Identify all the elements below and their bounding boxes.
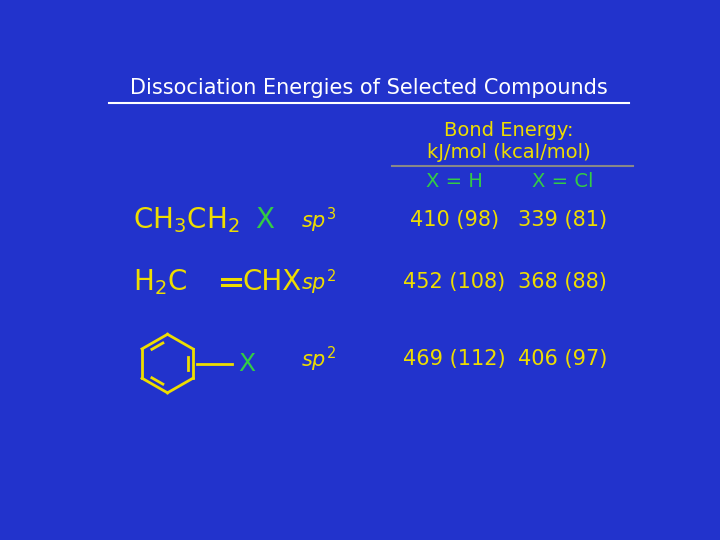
- Text: 469 (112): 469 (112): [403, 349, 505, 369]
- Text: 410 (98): 410 (98): [410, 211, 499, 231]
- Text: X = Cl: X = Cl: [532, 172, 593, 191]
- Text: 452 (108): 452 (108): [403, 272, 505, 292]
- Text: $sp^2$: $sp^2$: [301, 345, 336, 374]
- Text: Dissociation Energies of Selected Compounds: Dissociation Energies of Selected Compou…: [130, 78, 608, 98]
- Text: 368 (88): 368 (88): [518, 272, 607, 292]
- Text: CH$_3$CH$_2$: CH$_3$CH$_2$: [132, 205, 239, 235]
- Text: X: X: [238, 352, 255, 375]
- Text: 406 (97): 406 (97): [518, 349, 608, 369]
- Text: CHX: CHX: [243, 268, 302, 296]
- Text: 339 (81): 339 (81): [518, 211, 607, 231]
- Text: $sp^2$: $sp^2$: [301, 267, 336, 296]
- Text: $sp^3$: $sp^3$: [301, 206, 336, 235]
- Text: H$_2$C: H$_2$C: [132, 267, 186, 297]
- Text: X: X: [255, 206, 274, 234]
- Text: Bond Energy:
kJ/mol (kcal/mol): Bond Energy: kJ/mol (kcal/mol): [427, 122, 590, 163]
- Text: X = H: X = H: [426, 172, 482, 191]
